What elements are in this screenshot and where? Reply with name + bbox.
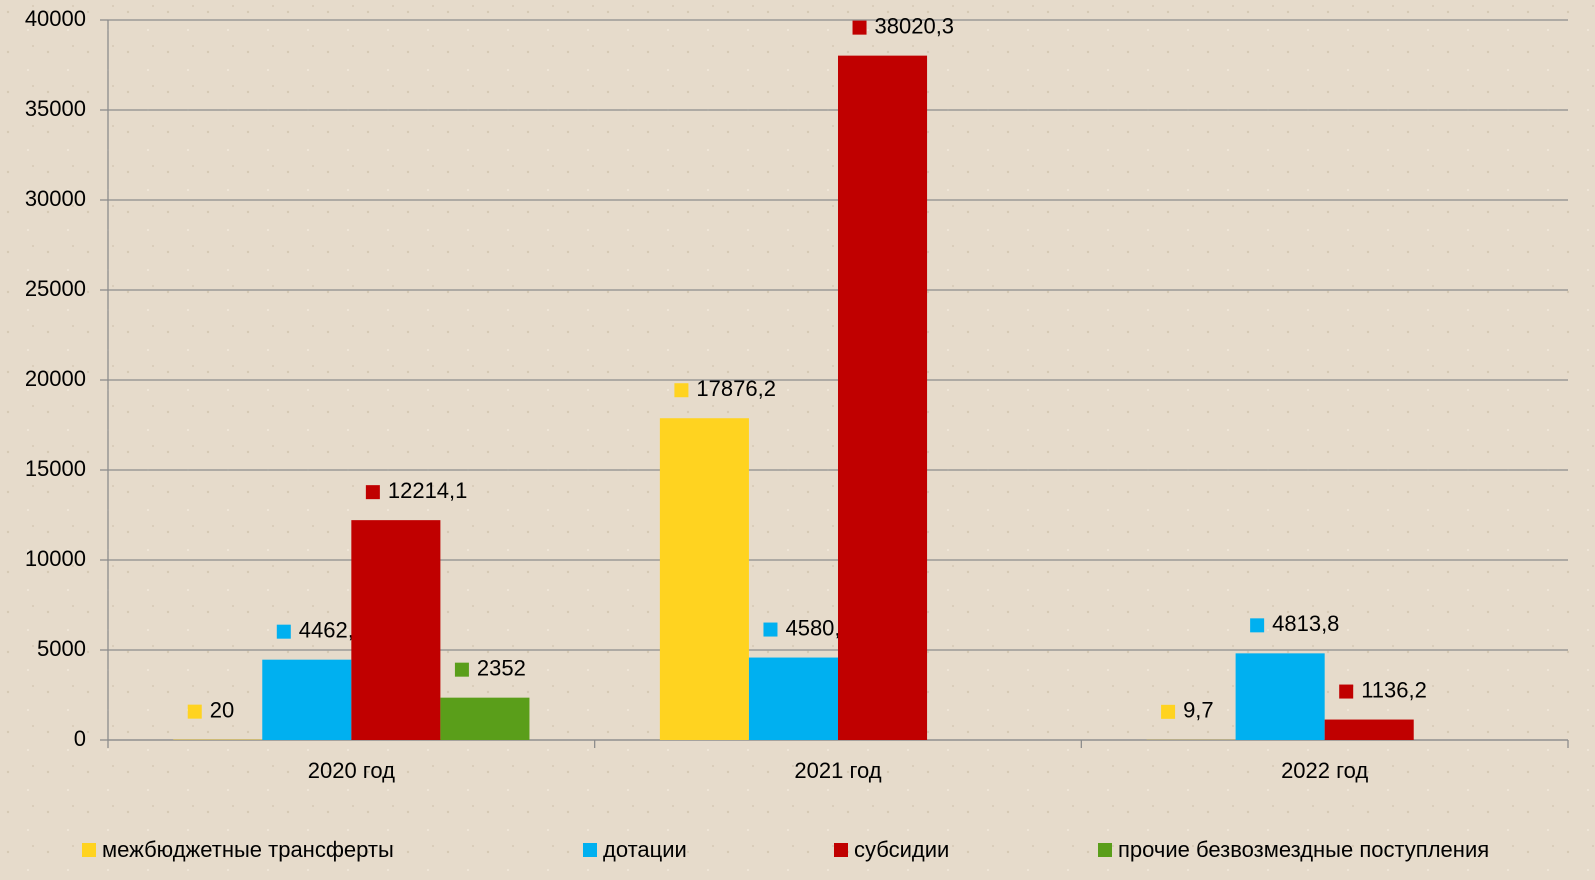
y-tick-label: 40000	[25, 6, 86, 31]
bar	[1324, 719, 1414, 740]
y-tick-label: 10000	[25, 546, 86, 571]
label-key	[674, 383, 689, 398]
legend-swatch	[583, 843, 597, 857]
bar	[351, 520, 441, 740]
legend-swatch	[834, 843, 848, 857]
data-label: 20	[210, 697, 234, 722]
label-key	[187, 704, 202, 719]
data-label: 38020,3	[875, 13, 955, 38]
legend-swatch	[1098, 843, 1112, 857]
bar	[748, 657, 838, 740]
data-label: 17876,2	[696, 376, 776, 401]
bar	[262, 659, 352, 740]
bar	[659, 418, 749, 740]
label-key	[1161, 704, 1176, 719]
label-key	[1250, 618, 1265, 633]
x-tick-label: 2021 год	[794, 758, 881, 783]
legend-swatch	[82, 843, 96, 857]
x-tick-label: 2020 год	[308, 758, 395, 783]
label-key	[852, 20, 867, 35]
y-tick-label: 30000	[25, 186, 86, 211]
bar	[1235, 653, 1325, 740]
legend-label: прочие безвозмездные поступления	[1118, 837, 1489, 862]
legend-label: субсидии	[854, 837, 949, 862]
label-key	[365, 485, 380, 500]
y-tick-label: 35000	[25, 96, 86, 121]
label-key	[763, 622, 778, 637]
legend-label: дотации	[603, 837, 687, 862]
label-key	[454, 662, 469, 677]
data-label: 4813,8	[1272, 611, 1339, 636]
label-key	[1339, 684, 1354, 699]
data-label: 2352	[477, 655, 526, 680]
y-tick-label: 0	[74, 726, 86, 751]
bar	[440, 697, 530, 740]
data-label: 12214,1	[388, 478, 468, 503]
x-tick-label: 2022 год	[1281, 758, 1368, 783]
label-key	[276, 624, 291, 639]
y-tick-label: 5000	[37, 636, 86, 661]
legend-label: межбюджетные трансферты	[102, 837, 394, 862]
y-tick-label: 20000	[25, 366, 86, 391]
bar	[838, 55, 928, 741]
data-label: 9,7	[1183, 698, 1214, 723]
data-label: 1136,2	[1361, 677, 1427, 702]
y-tick-label: 25000	[25, 276, 86, 301]
y-tick-label: 15000	[25, 456, 86, 481]
